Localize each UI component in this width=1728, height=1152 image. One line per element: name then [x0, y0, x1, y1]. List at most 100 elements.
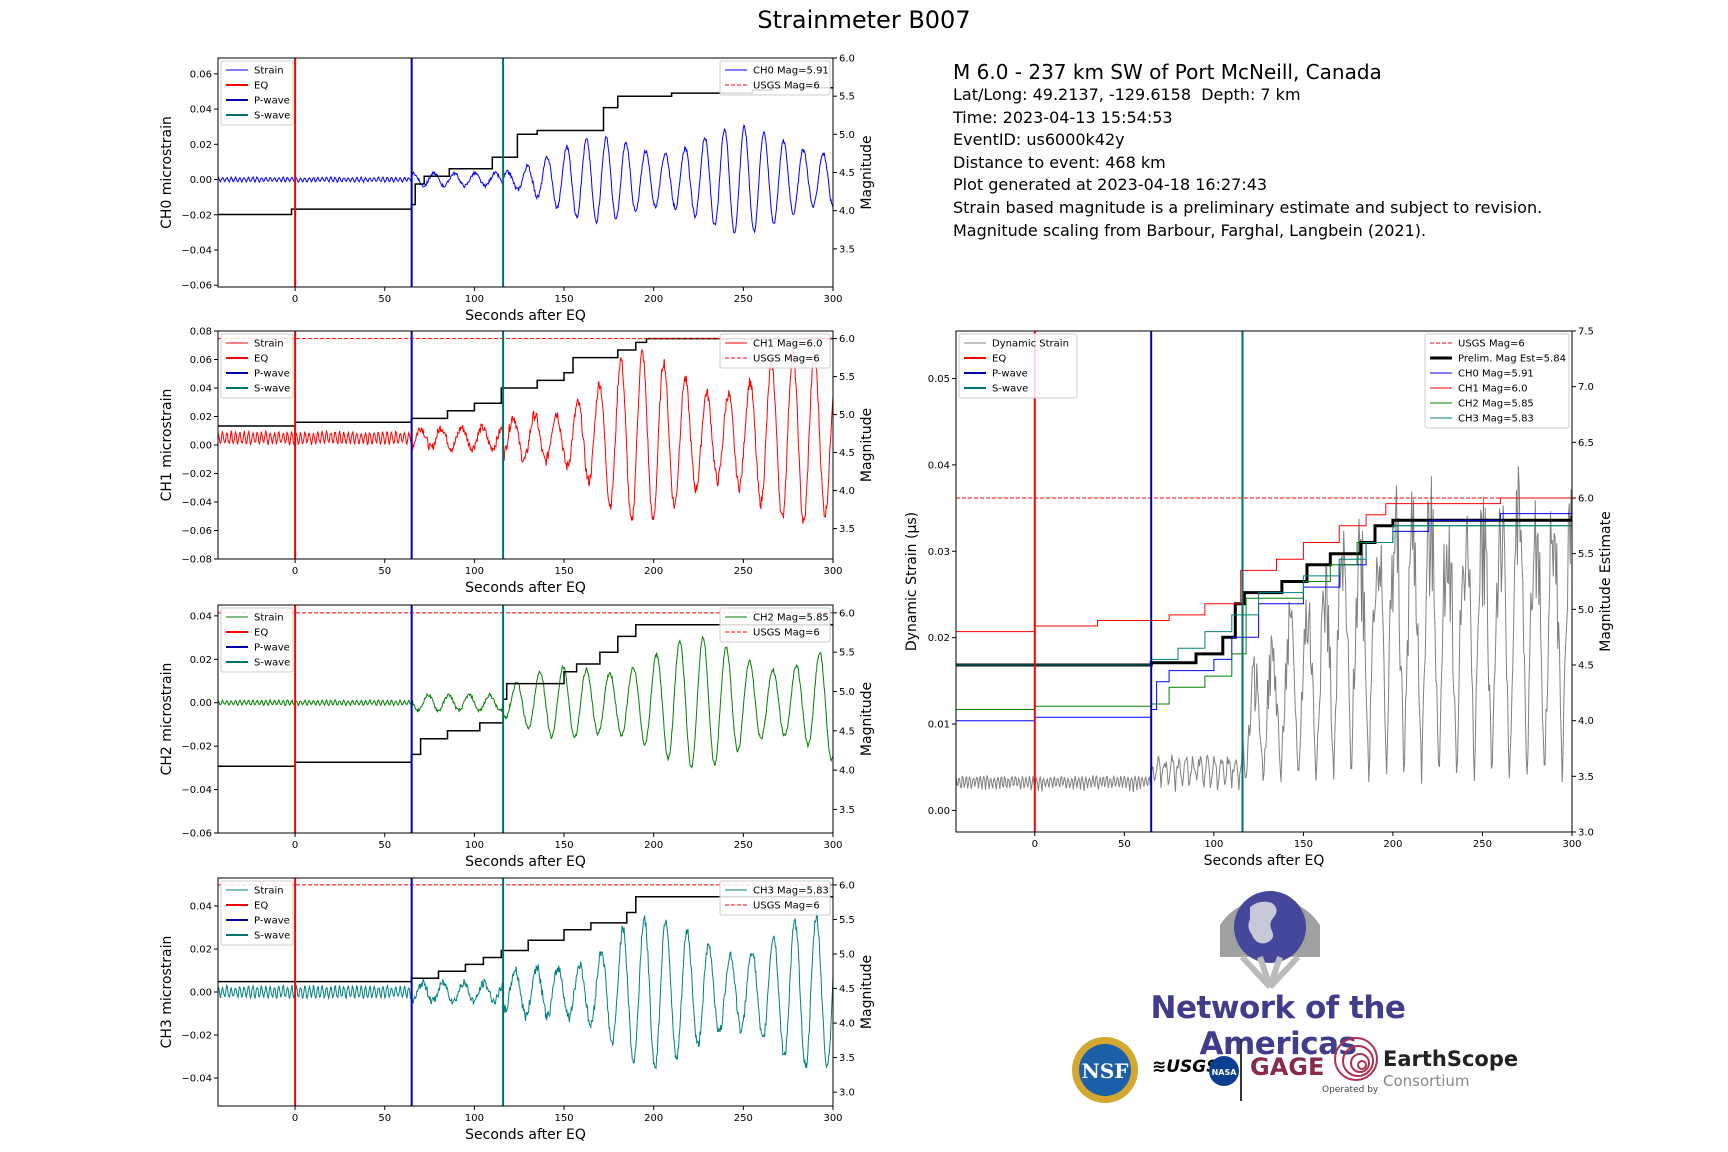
legend-label: CH3 Mag=5.83 — [753, 886, 829, 897]
operated-by-text: Operated by — [1322, 1085, 1379, 1095]
legend-label: CH1 Mag=6.0 — [753, 339, 822, 350]
x-tick-label: 300 — [823, 840, 842, 851]
y2-tick-label: 4.0 — [839, 206, 855, 217]
chart-ch0: 0 50 100 150 200 250 300 −0.06 −0.04 −0.02 0.00 0.0… — [159, 54, 875, 325]
x-tick-label: 100 — [1204, 839, 1223, 850]
y-tick-label: 0.02 — [190, 140, 212, 151]
network-logo: Network of the Americas NSF ≋USGS NASA G… — [1060, 885, 1518, 1105]
plot-area — [218, 58, 833, 287]
y2-axis-label: Magnitude — [859, 682, 875, 756]
legend-box — [220, 333, 294, 399]
legend-label: Dynamic Strain — [992, 339, 1069, 350]
magnitude-series — [956, 514, 1572, 710]
y-tick-label: 0.00 — [190, 698, 212, 709]
legend-right: CH1 Mag=6.0 USGS Mag=6 — [719, 333, 831, 369]
y-tick-label: −0.04 — [181, 498, 212, 509]
legend-right: CH3 Mag=5.83 USGS Mag=6 — [719, 880, 831, 916]
y-tick-label: 0.05 — [928, 374, 950, 385]
legend-left: Strain EQ P-wave S-wave — [220, 60, 294, 126]
chart-ch1: 0 50 100 150 200 250 300 −0.08 −0.06 −0.04 −0.02 0.… — [159, 327, 875, 597]
legend-box — [220, 60, 294, 126]
y2-tick-label: 5.0 — [839, 687, 855, 698]
y-tick-label: 0.01 — [928, 720, 950, 731]
y2-tick-label: 4.5 — [839, 984, 855, 995]
dynamic-strain-series — [956, 466, 1572, 793]
plot-area — [956, 331, 1572, 832]
y2-tick-label: 3.5 — [1578, 772, 1594, 783]
usgs-text: ≋USGS — [1152, 1057, 1219, 1077]
legend-label: Strain — [254, 66, 284, 77]
y2-tick-label: 3.5 — [839, 1053, 855, 1064]
x-tick-label: 150 — [555, 840, 574, 851]
x-tick-label: 50 — [378, 294, 391, 305]
legend-label: S-wave — [992, 384, 1028, 395]
legend-box — [958, 333, 1078, 399]
y2-tick-label: 6.0 — [839, 608, 855, 619]
x-tick-label: 300 — [823, 294, 842, 305]
legend-label: S-wave — [254, 384, 290, 395]
y2-tick-label: 4.0 — [839, 486, 855, 497]
x-tick-label: 150 — [555, 294, 574, 305]
y2-tick-label: 6.0 — [839, 54, 855, 65]
legend-left: Dynamic Strain EQ P-wave S-wave — [958, 333, 1078, 399]
legend-label: USGS Mag=6 — [753, 901, 820, 912]
x-tick-label: 100 — [465, 566, 484, 577]
x-tick-label: 250 — [734, 840, 753, 851]
y2-tick-label: 5.0 — [839, 950, 855, 961]
y-tick-label: 0.02 — [190, 655, 212, 666]
y-tick-label: 0.00 — [190, 441, 212, 452]
x-tick-label: 100 — [465, 1113, 484, 1124]
magnitude-series — [218, 895, 833, 983]
x-tick-label: 200 — [644, 1113, 663, 1124]
legend-label: CH1 Mag=6.0 — [1458, 384, 1527, 395]
chart-dyn: 0 50 100 150 200 250 300 0.00 0.01 0.02 0.03 0.04 0.… — [904, 327, 1614, 870]
y2-tick-label: 5.0 — [839, 130, 855, 141]
y2-tick-label: 6.0 — [839, 880, 855, 891]
magnitude-series — [956, 516, 1572, 666]
y-tick-label: 0.00 — [190, 175, 212, 186]
y-axis-label: CH1 microstrain — [159, 389, 175, 502]
legend-label: USGS Mag=6 — [1458, 339, 1525, 350]
legend-box — [719, 333, 831, 369]
legend-label: EQ — [254, 354, 268, 365]
gage-text: GAGE — [1250, 1053, 1325, 1081]
legend-box — [220, 880, 294, 946]
x-tick-label: 300 — [1562, 839, 1581, 850]
y2-tick-label: 5.5 — [839, 648, 855, 659]
x-axis-label: Seconds after EQ — [465, 308, 586, 324]
legend-label: Strain — [254, 339, 284, 350]
y2-tick-label: 4.0 — [839, 766, 855, 777]
legend-label: CH0 Mag=5.91 — [1458, 369, 1534, 380]
figure-title: Strainmeter B007 — [757, 6, 971, 34]
y2-tick-label: 6.5 — [1578, 438, 1594, 449]
x-tick-label: 250 — [1473, 839, 1492, 850]
y2-tick-label: 4.5 — [839, 168, 855, 179]
y-tick-label: 0.04 — [190, 105, 212, 116]
y2-tick-label: 4.5 — [1578, 661, 1594, 672]
x-tick-label: 100 — [465, 294, 484, 305]
legend-left: Strain EQ P-wave S-wave — [220, 333, 294, 399]
legend-right: CH0 Mag=5.91 USGS Mag=6 — [719, 60, 831, 96]
x-tick-label: 200 — [644, 566, 663, 577]
x-tick-label: 50 — [1118, 839, 1131, 850]
magnitude-series — [218, 87, 833, 216]
info-line: Distance to event: 468 km — [953, 152, 1166, 172]
x-tick-label: 200 — [644, 294, 663, 305]
y2-axis-label: Magnitude — [859, 408, 875, 482]
legend-label: USGS Mag=6 — [753, 628, 820, 639]
y-tick-label: 0.00 — [190, 988, 212, 999]
x-tick-label: 250 — [734, 1113, 753, 1124]
strain-series — [218, 348, 833, 524]
legend-label: EQ — [254, 628, 268, 639]
x-tick-label: 250 — [734, 294, 753, 305]
y-tick-label: −0.02 — [181, 742, 212, 753]
info-line: Lat/Long: 49.2137, -129.6158 Depth: 7 km — [953, 85, 1301, 104]
y2-tick-label: 3.5 — [839, 805, 855, 816]
x-tick-label: 50 — [378, 840, 391, 851]
y-tick-label: 0.00 — [928, 806, 950, 817]
y2-axis-label: Magnitude — [859, 955, 875, 1029]
legend-label: CH0 Mag=5.91 — [753, 66, 829, 77]
y2-tick-label: 7.0 — [1578, 382, 1594, 393]
chart-ch2: 0 50 100 150 200 250 300 −0.06 −0.04 −0.02 0.00 0.0… — [159, 604, 875, 870]
y-tick-label: −0.04 — [181, 1074, 212, 1085]
